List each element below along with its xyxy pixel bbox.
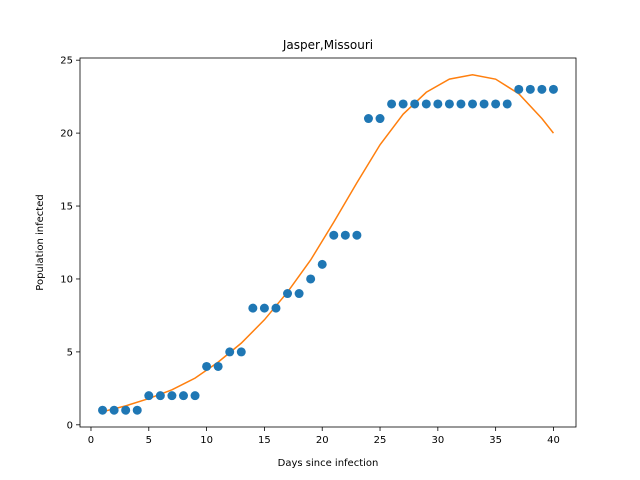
- x-tick-label: 30: [431, 435, 444, 446]
- data-point: [433, 99, 443, 109]
- x-tick-label: 0: [88, 435, 94, 446]
- data-point: [259, 303, 269, 313]
- data-point: [468, 99, 478, 109]
- y-tick-label: 15: [60, 202, 73, 213]
- data-point: [248, 303, 258, 313]
- chart-title: Jasper,Missouri: [282, 38, 373, 52]
- axes-frame: [79, 57, 577, 428]
- data-point: [236, 347, 246, 357]
- x-axis-label: Days since infection: [278, 458, 379, 469]
- plot-area: [98, 74, 558, 415]
- data-point: [202, 361, 212, 371]
- y-axis-label: Population infected: [35, 194, 46, 290]
- data-point: [548, 84, 558, 94]
- y-tick-label: 10: [60, 274, 73, 285]
- data-point: [225, 347, 235, 357]
- data-point: [375, 114, 385, 124]
- data-point: [121, 405, 131, 415]
- data-point: [283, 289, 293, 299]
- data-point: [329, 230, 339, 240]
- y-tick-label: 5: [67, 347, 73, 358]
- data-point: [410, 99, 420, 109]
- fit-curve-line: [102, 74, 555, 413]
- data-point: [109, 405, 119, 415]
- data-point: [352, 230, 362, 240]
- y-tick-label: 20: [60, 129, 73, 140]
- data-point: [98, 405, 108, 415]
- data-point: [213, 361, 223, 371]
- data-point: [525, 84, 535, 94]
- data-point: [167, 391, 177, 401]
- data-point: [444, 99, 454, 109]
- data-point: [537, 84, 547, 94]
- data-point: [155, 391, 165, 401]
- data-point: [340, 230, 350, 240]
- y-tick-label: 25: [60, 56, 73, 67]
- data-point: [294, 289, 304, 299]
- x-tick-label: 15: [258, 435, 271, 446]
- x-tick-label: 20: [316, 435, 329, 446]
- x-tick-label: 35: [489, 435, 502, 446]
- data-point: [491, 99, 501, 109]
- x-tick-label: 10: [200, 435, 213, 446]
- data-point: [363, 114, 373, 124]
- x-tick-label: 40: [547, 435, 560, 446]
- data-point: [178, 391, 188, 401]
- data-point: [421, 99, 431, 109]
- data-point: [398, 99, 408, 109]
- x-tick-label: 5: [146, 435, 152, 446]
- data-point: [387, 99, 397, 109]
- data-point: [502, 99, 512, 109]
- x-tick-label: 25: [374, 435, 387, 446]
- data-point: [271, 303, 281, 313]
- y-tick-label: 0: [67, 420, 73, 431]
- data-point: [306, 274, 316, 284]
- data-point: [190, 391, 200, 401]
- data-point: [144, 391, 154, 401]
- data-point: [132, 405, 142, 415]
- data-point: [479, 99, 489, 109]
- axis-ticks: 0 5 10 15 20 25 30 35 40 0 5 10 15 20 25: [60, 56, 560, 446]
- data-point: [317, 259, 327, 269]
- data-point: [514, 84, 524, 94]
- data-point: [456, 99, 466, 109]
